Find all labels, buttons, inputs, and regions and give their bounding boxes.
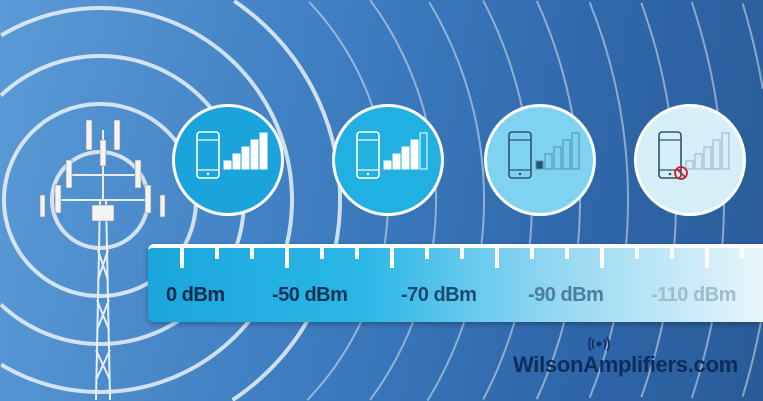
- signal-bar: [721, 132, 730, 170]
- wave-ring: [50, 150, 150, 250]
- signal-bars-icon: [685, 132, 730, 170]
- signal-bars-icon: [383, 132, 428, 170]
- scale-tick: [355, 248, 359, 259]
- scale-tick: [425, 248, 429, 259]
- signal-level-excellent: [172, 104, 284, 216]
- logo-text-amplifiers: Amplifiers.com: [583, 352, 738, 377]
- scale-tick: [215, 248, 219, 259]
- signal-bar: [232, 153, 241, 170]
- scale-label-90: -90 dBm: [528, 284, 604, 306]
- signal-bar: [223, 160, 232, 170]
- scale-tick: [495, 248, 499, 268]
- scale-tick: [670, 248, 674, 259]
- signal-bar: [392, 153, 401, 170]
- scale-tick: [285, 248, 289, 268]
- signal-bar: [562, 139, 571, 170]
- signal-bars-icon: [223, 132, 268, 170]
- signal-bar: [703, 146, 712, 170]
- scale-tick: [250, 248, 254, 259]
- scale-tick: [180, 248, 184, 268]
- scale-label-70: -70 dBm: [401, 284, 477, 306]
- signal-bar: [410, 139, 419, 170]
- logo: WilsonAmplifiers.com: [513, 336, 738, 378]
- phone-icon: [356, 131, 380, 179]
- scale-tick: [320, 248, 324, 259]
- scale-label-110: -110 dBm: [651, 284, 736, 306]
- phone-icon: [658, 131, 682, 179]
- signal-bar: [419, 132, 428, 170]
- signal-bar: [553, 146, 562, 170]
- signal-bar: [401, 146, 410, 170]
- antenna-icon: [588, 336, 610, 352]
- signal-bar: [544, 153, 553, 170]
- signal-bar: [241, 146, 250, 170]
- signal-bar: [694, 153, 703, 170]
- logo-text-wilson: Wilson: [513, 352, 584, 377]
- scale-tick: [390, 248, 394, 268]
- signal-level-good: [332, 104, 444, 216]
- signal-level-weak: [484, 104, 596, 216]
- scale-tick: [600, 248, 604, 268]
- signal-bar: [712, 139, 721, 170]
- scale-tick: [460, 248, 464, 259]
- signal-bar: [250, 139, 259, 170]
- signal-bar: [685, 160, 694, 170]
- signal-bar: [259, 132, 268, 170]
- signal-bar: [383, 160, 392, 170]
- scale-tick: [565, 248, 569, 259]
- wave-ring: [741, 3, 763, 397]
- signal-bar: [571, 132, 580, 170]
- scale-tick: [530, 248, 534, 259]
- dbm-scale: 0 dBm -50 dBm -70 dBm -90 dBm -110 dBm: [148, 244, 763, 322]
- no-signal-icon: [674, 166, 688, 180]
- scale-tick: [705, 248, 709, 268]
- phone-icon: [196, 131, 220, 179]
- scale-label-50: -50 dBm: [272, 284, 348, 306]
- signal-bars-icon: [535, 132, 580, 170]
- scale-tick: [635, 248, 639, 259]
- scale-tick: [740, 248, 744, 259]
- phone-icon: [508, 131, 532, 179]
- signal-bar: [535, 160, 544, 170]
- signal-level-none: [634, 104, 746, 216]
- scale-label-0: 0 dBm: [166, 284, 225, 306]
